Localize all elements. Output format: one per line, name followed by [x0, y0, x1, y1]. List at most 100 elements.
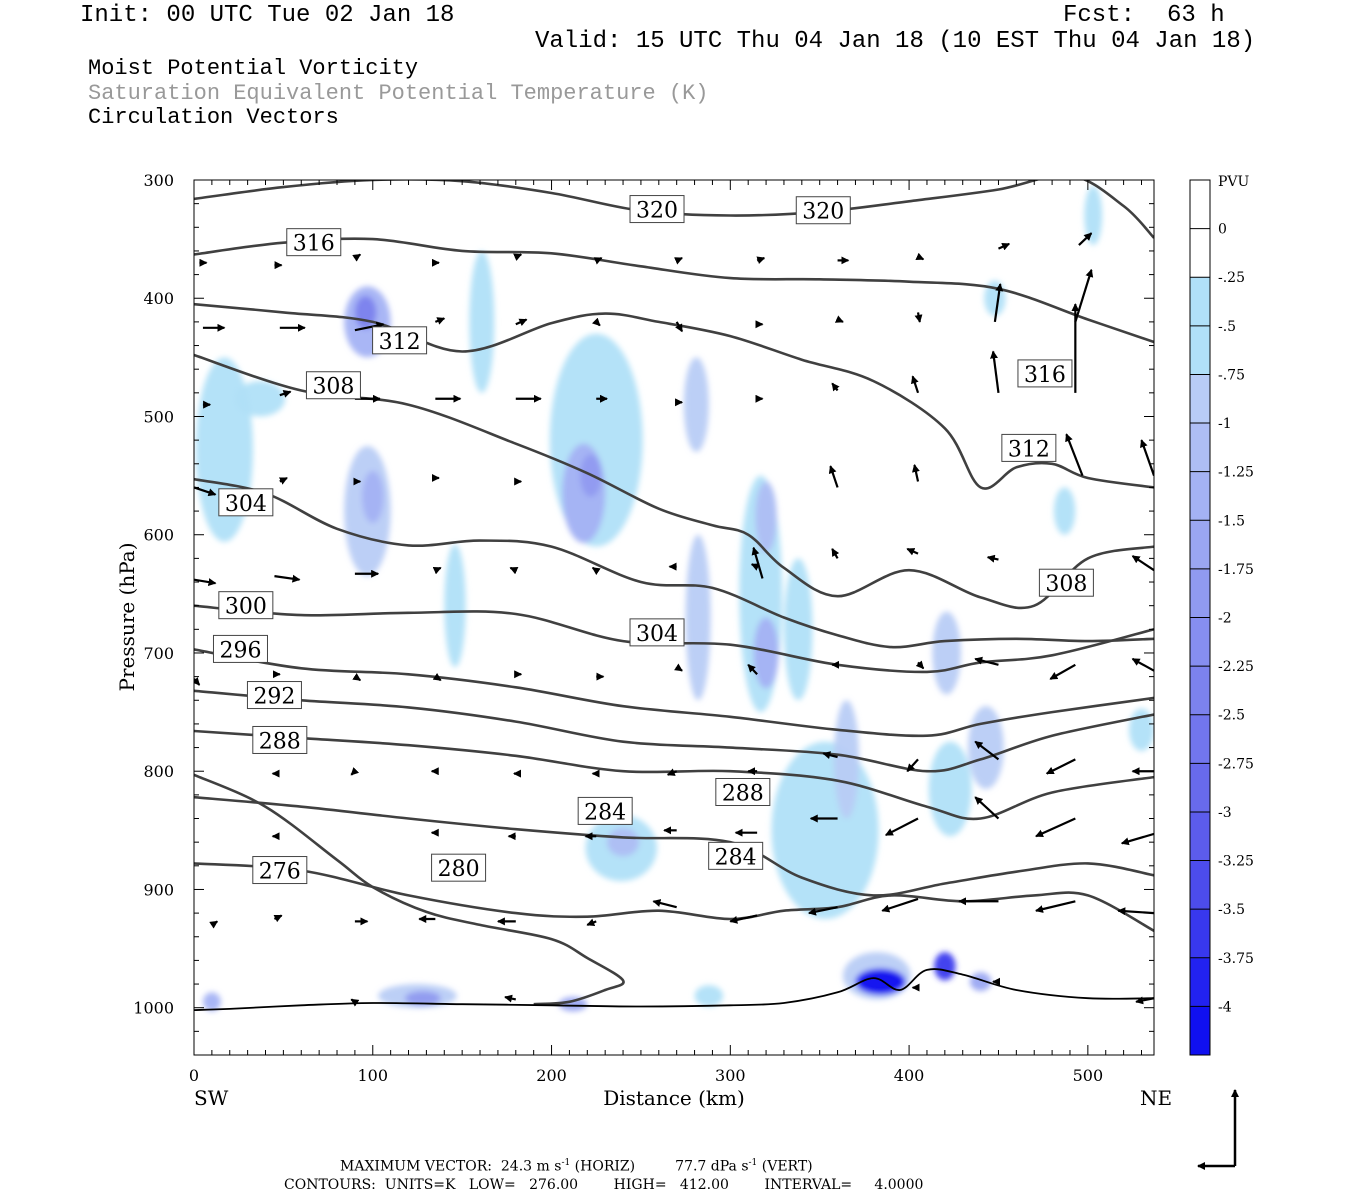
circulation-vector — [1065, 433, 1084, 477]
colorbar-cell — [1190, 423, 1210, 473]
circulation-vector — [974, 796, 1000, 820]
pv-region — [558, 997, 588, 1012]
circulation-vector — [998, 242, 1011, 251]
circulation-vector — [350, 998, 360, 1007]
circulation-vector — [652, 899, 677, 909]
contour-292 — [194, 689, 1154, 773]
contour-label-box — [305, 371, 361, 400]
forecast-hour-value: 63 h — [1167, 2, 1225, 29]
circulation-vector — [822, 751, 838, 760]
pv-region — [1053, 487, 1076, 535]
circulation-vector — [591, 566, 601, 576]
contours-info: CONTOURS: UNITS=K LOW= 276.00 HIGH= 412.… — [284, 1177, 924, 1193]
circulation-vector — [194, 578, 217, 587]
circulation-vector — [807, 906, 838, 916]
vert-unit: dPa s — [710, 1158, 749, 1175]
circulation-vector — [993, 283, 1004, 323]
colorbar-label: -2.75 — [1218, 756, 1254, 772]
y-tick-label: 800 — [143, 762, 174, 781]
contour-label: 304 — [636, 622, 678, 647]
colorbar-cell — [1190, 471, 1210, 521]
contour-label: 316 — [293, 232, 335, 257]
x-tick-label: 300 — [715, 1066, 746, 1085]
colorbar-cell — [1190, 617, 1210, 667]
circulation-vector — [1049, 663, 1076, 680]
pv-region — [783, 558, 813, 701]
pv-region — [683, 357, 709, 452]
colorbar-label: -.25 — [1218, 270, 1245, 286]
circulation-vector — [592, 317, 601, 327]
circulation-vector — [586, 918, 597, 927]
contour-label-box — [577, 796, 633, 825]
contour-label-box — [218, 591, 274, 620]
colorbar-cell — [1190, 811, 1210, 862]
colorbar-label: -2.5 — [1218, 708, 1245, 724]
y-tick-label: 900 — [143, 880, 174, 899]
colorbar-cell — [1190, 763, 1210, 813]
circulation-vector — [1117, 907, 1154, 916]
forecast-hour-label: Fcst: — [1063, 2, 1136, 29]
contour-label-box — [372, 326, 428, 355]
pv-region — [928, 741, 972, 837]
circulation-vector — [1035, 900, 1076, 913]
colorbar-label: 0 — [1218, 222, 1227, 238]
circulation-vector — [593, 257, 603, 265]
pv-region — [235, 381, 286, 417]
contour-label: 296 — [219, 638, 261, 663]
maximum-vector-line: MAXIMUM VECTOR: 24.3 m s-1 (HORIZ) 77.7 … — [340, 1158, 813, 1175]
contour-label: 284 — [715, 845, 757, 870]
circulation-vector — [729, 914, 758, 924]
contour-label-box — [1001, 433, 1057, 462]
circulation-vector — [352, 672, 362, 682]
contour-label: 280 — [438, 857, 480, 882]
circulation-vector — [906, 758, 919, 772]
circulation-vector — [974, 740, 1000, 761]
circulation-vector — [513, 253, 523, 261]
colorbar-label: -3 — [1218, 805, 1232, 821]
circulation-vector — [194, 486, 217, 497]
circulation-vector — [1035, 817, 1076, 838]
colorbar-cell — [1190, 325, 1210, 375]
contour-label: 300 — [225, 595, 267, 620]
colorbar-label: -2.25 — [1218, 659, 1254, 675]
pv-region — [1084, 185, 1103, 246]
circulation-vector — [673, 663, 683, 672]
contour-label-box — [1038, 568, 1094, 597]
contour-label: 308 — [312, 375, 354, 400]
contour-label: 320 — [636, 199, 678, 224]
contour-label: 316 — [1024, 363, 1066, 388]
colorbar-label: -3.75 — [1218, 951, 1254, 967]
horiz-unit: m s — [536, 1158, 562, 1175]
circulation-vector — [1135, 996, 1154, 1005]
contour-label-box — [715, 778, 771, 806]
colorbar-label: -1.75 — [1218, 562, 1254, 578]
circulation-vector — [884, 817, 919, 837]
contour-label: 304 — [225, 492, 267, 517]
colorbar-label: -3.5 — [1218, 902, 1245, 918]
x-tick-label: 400 — [894, 1066, 925, 1085]
colorbar-cell — [1190, 909, 1210, 959]
circulation-vector — [756, 256, 766, 265]
field-moist-pv: Moist Potential Vorticity — [88, 56, 419, 81]
colorbar-cell — [1190, 568, 1210, 618]
contour-label: 320 — [802, 200, 844, 225]
circulation-vector — [912, 463, 920, 482]
contour-300 — [194, 604, 1154, 674]
y-tick-label: 1000 — [133, 999, 174, 1018]
pv-region — [354, 295, 377, 329]
contour-label: 288 — [722, 782, 764, 807]
contour-label: 312 — [1008, 437, 1050, 462]
circulation-vector — [279, 390, 292, 398]
circulation-vector — [1045, 758, 1076, 775]
contour-label: 276 — [259, 860, 301, 885]
colorbar-cell — [1190, 180, 1210, 230]
colorbar-cell — [1190, 666, 1210, 716]
contour-276 — [194, 773, 625, 1006]
vert-tag: (VERT) — [761, 1158, 813, 1175]
colorbar-label: -4 — [1218, 999, 1232, 1015]
pv-region — [968, 706, 1004, 789]
field-circulation: Circulation Vectors — [88, 105, 339, 130]
contour-label-box — [795, 196, 851, 225]
circulation-vector — [354, 321, 385, 332]
